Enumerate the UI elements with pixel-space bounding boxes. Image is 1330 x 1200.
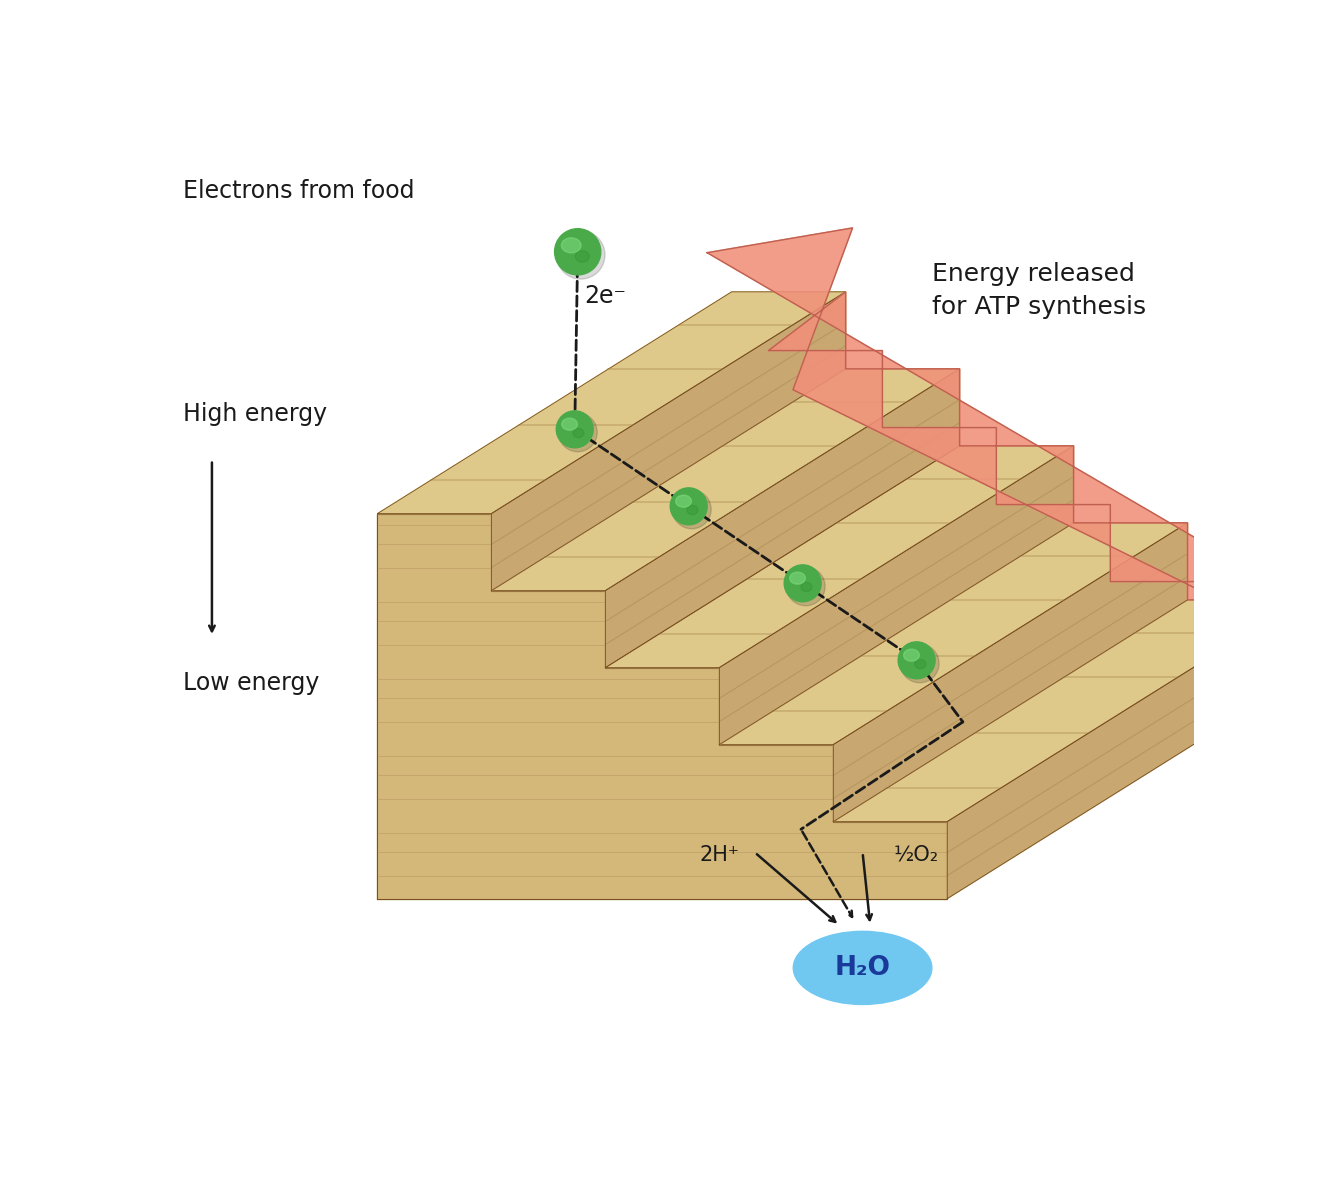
Polygon shape (378, 292, 846, 514)
Ellipse shape (915, 660, 926, 668)
Polygon shape (708, 228, 1330, 659)
Polygon shape (947, 600, 1302, 899)
Text: Low energy: Low energy (184, 671, 319, 695)
Polygon shape (492, 368, 960, 590)
Polygon shape (720, 523, 1188, 744)
Ellipse shape (556, 410, 593, 448)
Polygon shape (605, 446, 1073, 667)
Ellipse shape (676, 496, 692, 508)
Ellipse shape (786, 568, 825, 606)
Ellipse shape (670, 488, 708, 524)
Polygon shape (605, 368, 960, 667)
Ellipse shape (785, 565, 821, 602)
Ellipse shape (555, 229, 601, 275)
Text: Electrons from food: Electrons from food (184, 179, 415, 203)
Ellipse shape (898, 642, 935, 679)
Ellipse shape (556, 230, 605, 280)
Text: 2H⁺: 2H⁺ (700, 845, 739, 865)
Polygon shape (720, 446, 1073, 744)
Polygon shape (378, 514, 947, 899)
Text: H₂O: H₂O (835, 955, 891, 980)
Text: Energy released
for ATP synthesis: Energy released for ATP synthesis (932, 262, 1146, 319)
Ellipse shape (903, 649, 919, 661)
Ellipse shape (673, 490, 712, 529)
Ellipse shape (561, 418, 577, 430)
Ellipse shape (559, 413, 597, 452)
Ellipse shape (686, 505, 698, 515)
Ellipse shape (576, 251, 589, 262)
Ellipse shape (801, 582, 811, 592)
Polygon shape (834, 600, 1302, 822)
Text: ½O₂: ½O₂ (894, 845, 939, 865)
Ellipse shape (793, 931, 932, 1004)
Text: 2e⁻: 2e⁻ (584, 284, 626, 308)
Polygon shape (834, 523, 1188, 822)
Ellipse shape (900, 644, 939, 683)
Ellipse shape (573, 428, 584, 438)
Text: High energy: High energy (184, 402, 327, 426)
Ellipse shape (790, 572, 806, 584)
Polygon shape (492, 292, 846, 590)
Ellipse shape (561, 238, 581, 253)
